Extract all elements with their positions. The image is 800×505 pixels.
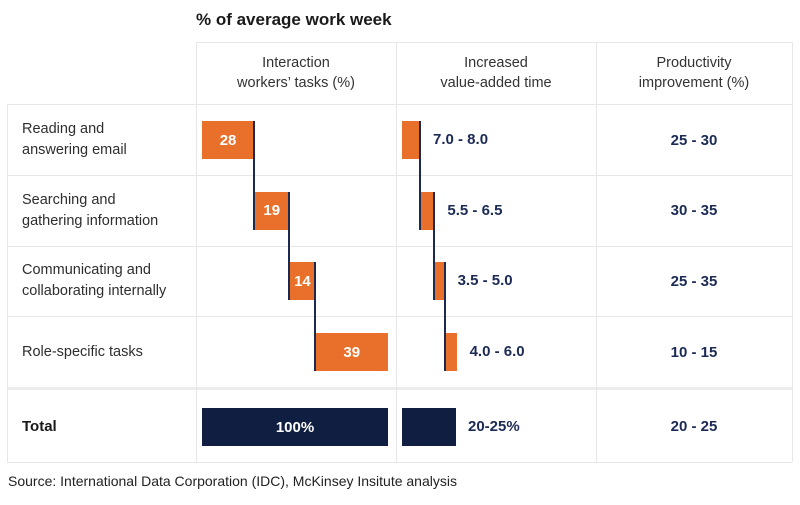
row-label-line: gathering information bbox=[22, 212, 159, 229]
value-added-bar bbox=[402, 121, 420, 159]
row-label-communicating: Communicating and collaborating internal… bbox=[22, 246, 190, 316]
grid-vline bbox=[196, 42, 197, 462]
productivity-range: 25 - 30 bbox=[670, 131, 718, 149]
connector-line bbox=[314, 262, 317, 371]
column-header-value-added: Increased value-added time bbox=[396, 42, 596, 104]
total-separator-line bbox=[7, 387, 792, 390]
row-label-line: Searching and bbox=[22, 191, 116, 208]
row-label-searching: Searching and gathering information bbox=[22, 175, 190, 246]
row-label-line: answering email bbox=[22, 142, 127, 158]
task-bar-value: 39 bbox=[343, 343, 361, 361]
productivity-range: 25 - 35 bbox=[670, 272, 718, 290]
task-bar-value: 19 bbox=[263, 202, 281, 219]
value-added-range: 7.0 - 8.0 bbox=[433, 131, 489, 148]
value-added-range: 4.0 - 6.0 bbox=[469, 343, 525, 360]
column-header-line: workers’ tasks (%) bbox=[237, 75, 355, 91]
source-note: Source: International Data Corporation (… bbox=[8, 473, 457, 489]
total-row-label: Total bbox=[22, 418, 57, 435]
grid-hline bbox=[7, 316, 792, 317]
task-bar: 39 bbox=[315, 333, 388, 371]
task-bar: 19 bbox=[254, 191, 290, 230]
grid-hline bbox=[7, 104, 792, 105]
chart-title: % of average work week bbox=[196, 10, 392, 29]
total-value-added-bar bbox=[402, 408, 456, 446]
total-productivity-range: 20 - 25 bbox=[670, 418, 718, 435]
value-added-range: 5.5 - 6.5 bbox=[447, 201, 503, 219]
grid-vline bbox=[396, 42, 397, 462]
connector-line bbox=[288, 191, 291, 300]
column-header-line: improvement (%) bbox=[638, 75, 750, 91]
total-task-value: 100% bbox=[275, 418, 315, 436]
grid-vline bbox=[792, 42, 793, 462]
total-value-added-value: 20-25% bbox=[468, 418, 520, 435]
productivity-range: 30 - 35 bbox=[670, 202, 718, 219]
grid-hline bbox=[196, 42, 792, 43]
connector-line bbox=[419, 121, 421, 230]
row-label-line: Communicating and bbox=[22, 262, 151, 278]
row-label-email: Reading and answering email bbox=[22, 105, 190, 175]
grid-vline bbox=[7, 104, 8, 462]
column-header-line: Increased bbox=[464, 55, 528, 71]
connector-line bbox=[253, 121, 256, 230]
grid-hline bbox=[7, 246, 792, 247]
value-added-bar bbox=[444, 333, 457, 371]
task-bar-value: 14 bbox=[294, 272, 311, 290]
grid-hline bbox=[7, 462, 792, 463]
task-bar: 28 bbox=[202, 121, 255, 159]
column-header-tasks: Interaction workers’ tasks (%) bbox=[196, 42, 396, 104]
productivity-range: 10 - 15 bbox=[670, 343, 718, 361]
connector-line bbox=[443, 262, 446, 371]
grid-vline bbox=[596, 42, 597, 462]
grid-hline bbox=[7, 175, 792, 176]
column-header-productivity: Productivity improvement (%) bbox=[596, 42, 792, 104]
row-label-line: Role-specific tasks bbox=[22, 343, 143, 360]
connector-line bbox=[433, 191, 436, 300]
task-bar-value: 28 bbox=[219, 131, 237, 149]
row-label-line: Reading and bbox=[22, 121, 105, 137]
total-task-bar: 100% bbox=[202, 408, 388, 446]
value-added-range: 3.5 - 5.0 bbox=[457, 272, 513, 289]
row-label-role-specific: Role-specific tasks bbox=[22, 316, 190, 388]
column-header-line: value-added time bbox=[440, 75, 552, 91]
column-header-line: Interaction bbox=[262, 55, 330, 71]
value-added-bar bbox=[434, 262, 445, 300]
row-label-line: collaborating internally bbox=[22, 283, 167, 299]
column-header-line: Productivity bbox=[656, 55, 732, 71]
task-bar: 14 bbox=[289, 262, 316, 300]
value-added-bar bbox=[420, 191, 435, 230]
